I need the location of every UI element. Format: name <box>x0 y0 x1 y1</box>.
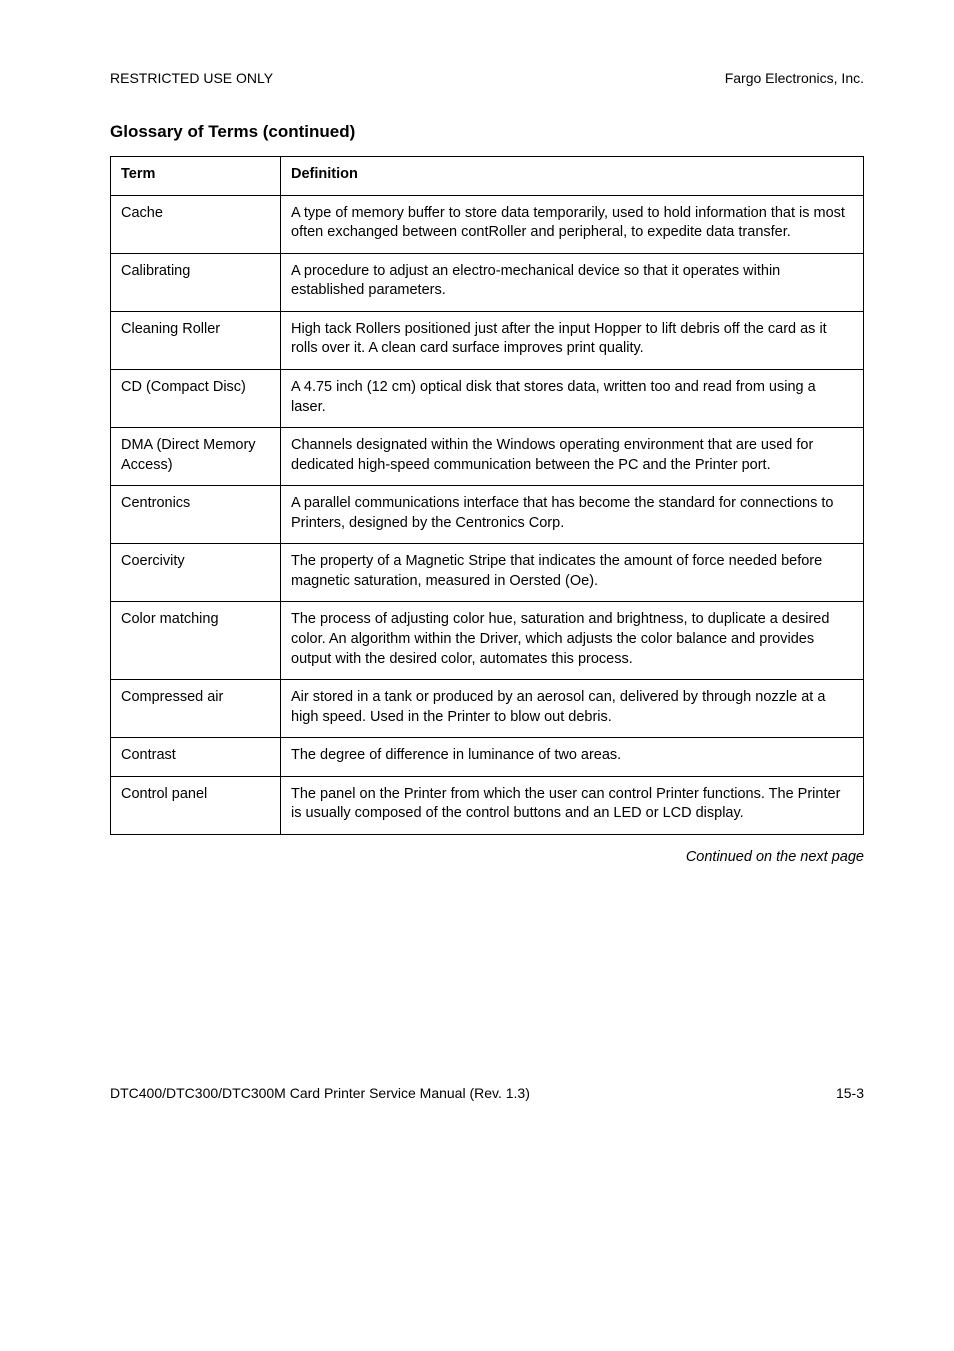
footer-left: DTC400/DTC300/DTC300M Card Printer Servi… <box>110 1085 530 1101</box>
definition-cell: The process of adjusting color hue, satu… <box>281 602 864 680</box>
definition-cell: A 4.75 inch (12 cm) optical disk that st… <box>281 369 864 427</box>
table-row: Cleaning Roller High tack Rollers positi… <box>111 311 864 369</box>
definition-cell: Channels designated within the Windows o… <box>281 428 864 486</box>
page-header: RESTRICTED USE ONLY Fargo Electronics, I… <box>110 70 864 86</box>
definition-cell: The property of a Magnetic Stripe that i… <box>281 544 864 602</box>
definition-cell: Air stored in a tank or produced by an a… <box>281 680 864 738</box>
definition-cell: The panel on the Printer from which the … <box>281 776 864 834</box>
term-cell: Control panel <box>111 776 281 834</box>
term-cell: Color matching <box>111 602 281 680</box>
table-row: Compressed air Air stored in a tank or p… <box>111 680 864 738</box>
page-footer: DTC400/DTC300/DTC300M Card Printer Servi… <box>110 1085 864 1101</box>
table-row: Coercivity The property of a Magnetic St… <box>111 544 864 602</box>
glossary-table: Term Definition Cache A type of memory b… <box>110 156 864 835</box>
continued-text: Continued on the next page <box>110 849 864 865</box>
table-row: Calibrating A procedure to adjust an ele… <box>111 253 864 311</box>
term-cell: CD (Compact Disc) <box>111 369 281 427</box>
header-left: RESTRICTED USE ONLY <box>110 70 273 86</box>
header-right: Fargo Electronics, Inc. <box>725 70 864 86</box>
definition-cell: High tack Rollers positioned just after … <box>281 311 864 369</box>
term-cell: Compressed air <box>111 680 281 738</box>
term-cell: Calibrating <box>111 253 281 311</box>
table-header-row: Term Definition <box>111 157 864 196</box>
term-cell: Centronics <box>111 486 281 544</box>
column-header-definition: Definition <box>281 157 864 196</box>
table-row: Contrast The degree of difference in lum… <box>111 738 864 777</box>
definition-cell: The degree of difference in luminance of… <box>281 738 864 777</box>
term-cell: DMA (Direct Memory Access) <box>111 428 281 486</box>
definition-cell: A parallel communications interface that… <box>281 486 864 544</box>
table-row: Centronics A parallel communications int… <box>111 486 864 544</box>
definition-cell: A procedure to adjust an electro-mechani… <box>281 253 864 311</box>
table-row: Control panel The panel on the Printer f… <box>111 776 864 834</box>
term-cell: Cleaning Roller <box>111 311 281 369</box>
section-title: Glossary of Terms (continued) <box>110 122 864 142</box>
table-row: Color matching The process of adjusting … <box>111 602 864 680</box>
table-row: DMA (Direct Memory Access) Channels desi… <box>111 428 864 486</box>
definition-cell: A type of memory buffer to store data te… <box>281 195 864 253</box>
term-cell: Contrast <box>111 738 281 777</box>
column-header-term: Term <box>111 157 281 196</box>
term-cell: Coercivity <box>111 544 281 602</box>
term-cell: Cache <box>111 195 281 253</box>
table-row: CD (Compact Disc) A 4.75 inch (12 cm) op… <box>111 369 864 427</box>
footer-right: 15-3 <box>836 1085 864 1101</box>
table-row: Cache A type of memory buffer to store d… <box>111 195 864 253</box>
